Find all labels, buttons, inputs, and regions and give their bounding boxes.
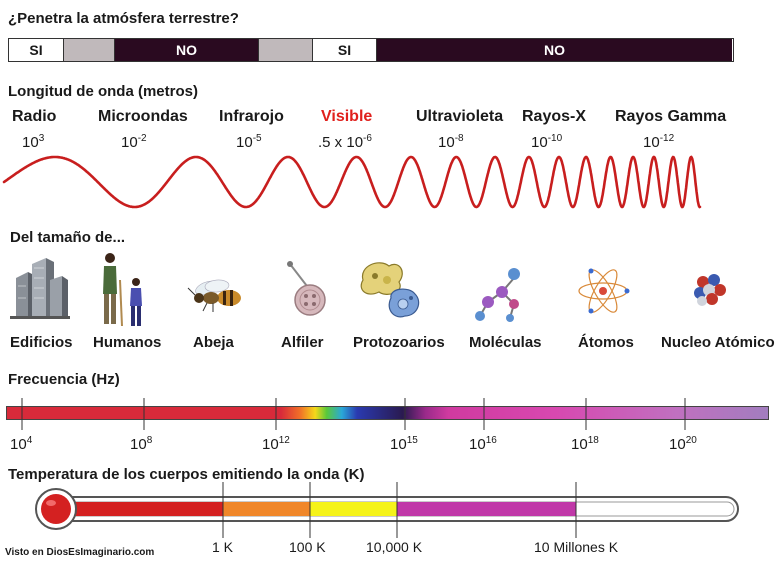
wavelength-value: 10-12 bbox=[643, 133, 675, 151]
object-label-protozoa: Protozoarios bbox=[353, 334, 445, 351]
atmosphere-segment: SI bbox=[9, 39, 63, 61]
size-heading: Del tamaño de... bbox=[10, 229, 126, 246]
wavelength-heading: Longitud de onda (metros) bbox=[8, 83, 198, 100]
bee-icon bbox=[187, 279, 241, 312]
temperature-label: 1 K bbox=[212, 539, 234, 555]
frequency-tick-label: 1015 bbox=[390, 435, 418, 453]
object-label-molecules: Moléculas bbox=[469, 334, 542, 351]
frequency-tick-label: 1020 bbox=[669, 435, 697, 453]
atom-icon bbox=[578, 268, 630, 314]
object-label-atoms: Átomos bbox=[578, 334, 634, 351]
wave-line bbox=[2, 155, 702, 209]
temperature-label: 100 K bbox=[289, 539, 326, 555]
frequency-heading: Frecuencia (Hz) bbox=[8, 371, 120, 388]
wavelength-value: 103 bbox=[22, 133, 45, 151]
frequency-tick-label: 108 bbox=[130, 435, 153, 453]
temperature-heading: Temperatura de los cuerpos emitiendo la … bbox=[8, 466, 365, 483]
band-label-xray: Rayos-X bbox=[522, 108, 587, 125]
object-label-nucleus: Nucleo Atómico bbox=[661, 334, 775, 351]
band-label-gamma: Rayos Gamma bbox=[615, 108, 727, 125]
nucleus-icon bbox=[694, 274, 726, 306]
humans-icon bbox=[103, 253, 142, 327]
atmosphere-segment: NO bbox=[376, 39, 732, 61]
wavelength-value: 10-2 bbox=[121, 133, 147, 151]
frequency-tick-label: 1018 bbox=[571, 435, 599, 453]
thermometer bbox=[35, 482, 739, 538]
object-label-pin: Alfiler bbox=[281, 334, 324, 351]
atmosphere-segment: SI bbox=[312, 39, 376, 61]
object-label-buildings: Edificios bbox=[10, 334, 73, 351]
wavelength-value: .5 x 10-6 bbox=[318, 133, 372, 151]
atmosphere-segment: NO bbox=[114, 39, 258, 61]
wavelength-wave bbox=[2, 155, 702, 209]
band-label-ultraviolet: Ultravioleta bbox=[416, 108, 504, 125]
band-label-visible: Visible bbox=[321, 108, 373, 125]
object-label-bee: Abeja bbox=[193, 334, 234, 351]
frequency-ticks bbox=[21, 398, 686, 430]
atmosphere-segment bbox=[63, 39, 114, 61]
frequency-tick-label: 104 bbox=[10, 435, 33, 453]
frequency-bar bbox=[6, 406, 769, 420]
atmosphere-bar: SI NO SI NO bbox=[8, 38, 734, 62]
credit-text: Visto en DiosEsImaginario.com bbox=[5, 547, 155, 558]
buildings-icon bbox=[10, 258, 70, 319]
temperature-label: 10 Millones K bbox=[534, 539, 619, 555]
atmosphere-segment bbox=[258, 39, 312, 61]
molecule-icon bbox=[475, 268, 520, 322]
wavelength-value: 10-10 bbox=[531, 133, 563, 151]
frequency-tick-label: 1012 bbox=[262, 435, 290, 453]
atmosphere-heading: ¿Penetra la atmósfera terrestre? bbox=[8, 10, 239, 27]
band-label-microwave: Microondas bbox=[98, 108, 188, 125]
frequency-tick-label: 1016 bbox=[469, 435, 497, 453]
temperature-label: 10,000 K bbox=[366, 539, 423, 555]
pin-icon bbox=[287, 261, 326, 316]
band-label-radio: Radio bbox=[12, 108, 57, 125]
wavelength-value: 10-5 bbox=[236, 133, 262, 151]
protozoa-icon bbox=[360, 262, 420, 318]
thermometer-bulb bbox=[41, 494, 71, 524]
wavelength-value: 10-8 bbox=[438, 133, 464, 151]
object-label-humans: Humanos bbox=[93, 334, 162, 351]
band-label-infrared: Infrarojo bbox=[219, 108, 284, 125]
